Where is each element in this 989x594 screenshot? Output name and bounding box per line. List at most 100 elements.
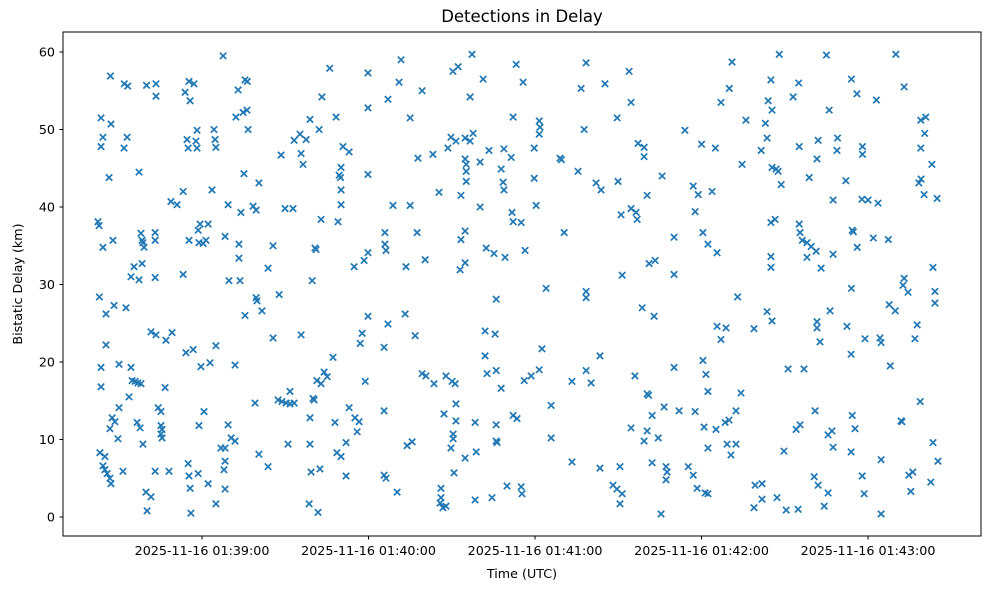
data-point: [750, 324, 758, 333]
data-point: [764, 97, 772, 105]
data-point: [461, 227, 469, 235]
data-point: [538, 345, 546, 353]
data-point: [877, 510, 885, 518]
data-point: [643, 191, 651, 200]
data-point: [536, 123, 544, 131]
data-point: [920, 190, 928, 199]
data-point: [414, 154, 422, 162]
data-point: [711, 144, 720, 152]
data-point: [512, 60, 520, 69]
data-point: [447, 444, 455, 452]
data-point: [906, 487, 915, 496]
data-point: [210, 125, 218, 134]
data-point: [202, 236, 210, 245]
data-point: [290, 136, 298, 145]
data-point: [221, 457, 229, 466]
data-point: [699, 356, 707, 365]
data-point: [450, 469, 458, 477]
data-point: [916, 397, 925, 406]
data-point: [582, 366, 590, 375]
data-point: [700, 423, 708, 431]
data-point: [640, 437, 648, 445]
data-point: [231, 361, 239, 369]
data-point: [814, 136, 822, 145]
data-point: [737, 389, 745, 397]
data-point: [500, 186, 508, 194]
data-point: [306, 440, 314, 448]
data-point: [521, 246, 529, 255]
data-point: [758, 495, 766, 503]
data-point: [497, 384, 505, 393]
data-point: [697, 140, 706, 149]
data-point: [481, 327, 489, 335]
data-point: [928, 160, 936, 169]
data-point: [123, 82, 132, 90]
data-point: [120, 144, 128, 152]
data-point: [135, 168, 143, 176]
data-point: [693, 484, 701, 493]
data-point: [442, 372, 450, 380]
data-point: [413, 228, 421, 237]
data-point: [816, 338, 824, 346]
data-point: [337, 163, 345, 172]
data-point: [151, 228, 159, 237]
data-point: [138, 259, 146, 268]
data-point: [596, 464, 604, 472]
data-point: [152, 79, 160, 88]
data-point: [916, 144, 925, 152]
data-point: [520, 376, 529, 385]
data-point: [212, 500, 220, 508]
data-point: [430, 379, 438, 388]
data-point: [422, 372, 430, 380]
data-point: [252, 206, 260, 214]
data-point: [560, 228, 568, 237]
data-point: [662, 462, 670, 471]
data-point: [429, 150, 437, 159]
data-point: [691, 407, 699, 416]
data-point: [681, 126, 689, 135]
data-point: [658, 172, 666, 180]
data-point: [161, 383, 169, 392]
data-point: [488, 493, 496, 502]
data-point: [406, 201, 414, 210]
data-point: [929, 438, 937, 447]
data-point: [627, 98, 635, 107]
data-point: [497, 165, 505, 173]
data-point: [828, 427, 836, 435]
data-point: [421, 255, 429, 264]
data-point: [186, 97, 194, 105]
data-point: [184, 459, 192, 468]
data-point: [382, 474, 390, 483]
data-point: [860, 489, 868, 498]
data-point: [768, 163, 776, 172]
data-point: [111, 417, 119, 426]
data-point: [389, 201, 397, 210]
data-point: [97, 114, 105, 122]
data-point: [813, 324, 821, 332]
data-point: [618, 489, 626, 498]
data-point: [466, 93, 474, 101]
data-point: [200, 407, 208, 416]
data-point: [251, 399, 259, 407]
data-point: [472, 448, 481, 456]
data-point: [601, 79, 609, 88]
y-axis-label: Bistatic Delay (km): [10, 223, 25, 344]
data-point: [142, 81, 151, 90]
data-point: [457, 191, 465, 200]
data-point: [490, 249, 498, 258]
data-point: [449, 434, 457, 443]
data-point: [193, 126, 201, 135]
data-point: [886, 362, 895, 370]
data-point: [137, 379, 145, 388]
data-point: [800, 365, 808, 373]
data-point: [782, 506, 790, 514]
data-point: [269, 241, 277, 250]
data-point: [921, 113, 930, 121]
data-point: [931, 299, 939, 307]
data-point: [899, 281, 907, 290]
data-point: [451, 379, 459, 388]
plot-area: [62, 31, 982, 537]
data-point: [255, 179, 263, 187]
data-point: [255, 450, 263, 459]
data-point: [452, 417, 460, 425]
